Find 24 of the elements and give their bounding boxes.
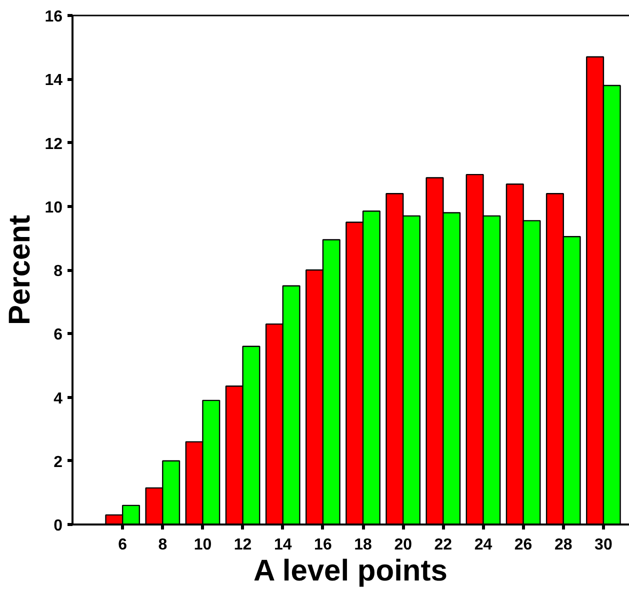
x-axis-title: A level points — [253, 554, 448, 588]
x-tick-label: 30 — [594, 536, 612, 554]
y-tick-label: 8 — [54, 263, 63, 280]
x-tick-label: 8 — [158, 536, 168, 554]
x-tick-label: 26 — [514, 536, 532, 554]
x-tick-label: 6 — [118, 536, 128, 554]
y-tick-label: 10 — [44, 199, 63, 216]
y-tick-label: 0 — [54, 518, 63, 534]
x-tick-label: 18 — [354, 536, 372, 554]
x-tick-label: 20 — [394, 536, 412, 554]
y-tick-label: 14 — [44, 72, 63, 90]
y-tick-label: 4 — [54, 390, 63, 408]
x-tick-label: 10 — [194, 536, 212, 554]
y-tick-label: 6 — [54, 326, 63, 344]
x-tick-label: 28 — [554, 536, 572, 554]
x-tick-label: 12 — [234, 536, 252, 554]
x-tick-label: 16 — [314, 536, 332, 554]
y-tick-label: 12 — [44, 136, 63, 153]
y-tick-label: 16 — [44, 8, 63, 26]
x-tick-label: 24 — [474, 536, 492, 554]
y-tick-label: 2 — [54, 454, 63, 471]
y-axis-title: Percent — [4, 214, 37, 326]
x-tick-label: 22 — [434, 536, 452, 554]
x-tick-label: 14 — [274, 536, 292, 554]
